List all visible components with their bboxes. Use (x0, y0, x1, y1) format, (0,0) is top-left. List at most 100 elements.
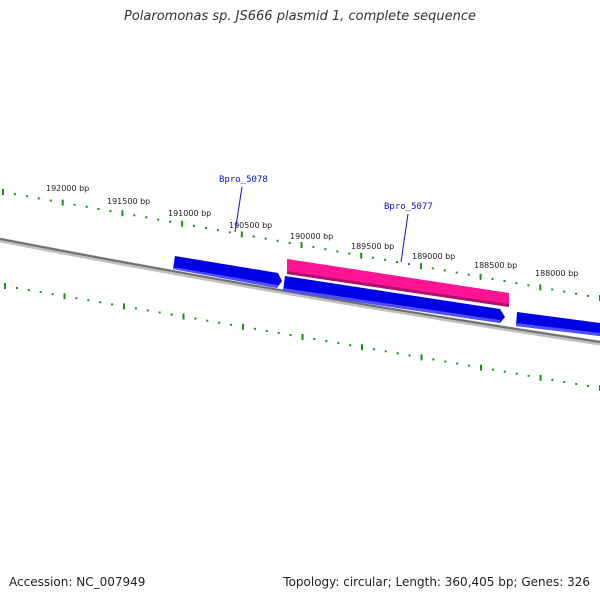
inner-ruler-major-tick (242, 323, 244, 330)
gene-label-bpro-5077[interactable]: Bpro_5077 (384, 202, 433, 212)
outer-ruler-minor-tick (527, 284, 530, 287)
outer-ruler-minor-tick (384, 258, 387, 261)
outer-ruler-minor-tick (109, 210, 112, 213)
inner-ruler-minor-tick (265, 329, 268, 332)
inner-ruler-major-tick (63, 293, 66, 300)
outer-ruler-minor-tick (85, 205, 88, 208)
outer-ruler-minor-tick (312, 246, 315, 249)
inner-ruler-minor-tick (75, 297, 78, 300)
gene-label-leader-bpro-5078 (234, 186, 243, 233)
outer-ruler-minor-tick (563, 290, 566, 293)
gene-feature-right-edge[interactable] (516, 312, 600, 336)
outer-ruler-minor-tick (73, 203, 76, 206)
outer-ruler-minor-tick (336, 250, 339, 253)
ruler-label-190500: 190500 bp (229, 221, 272, 230)
outer-ruler-minor-tick (157, 218, 160, 221)
ruler-label-191000: 191000 bp (168, 209, 211, 218)
outer-ruler-minor-tick (551, 288, 554, 291)
inner-ruler-minor-tick (15, 287, 18, 289)
outer-ruler-minor-tick (145, 216, 148, 219)
inner-ruler-minor-tick (384, 350, 387, 353)
inner-ruler-minor-tick (313, 338, 316, 340)
outer-ruler-minor-tick (169, 220, 172, 223)
gene-feature-right-edge-shade (516, 323, 600, 336)
outer-ruler-minor-tick (491, 277, 494, 280)
inner-ruler-minor-tick (158, 311, 161, 314)
ruler-label-189500: 189500 bp (351, 242, 394, 251)
inner-ruler-major-tick (539, 374, 542, 381)
inner-ruler-major-tick (182, 313, 185, 320)
outer-ruler-minor-tick (443, 269, 446, 272)
ruler-label-188500: 188500 bp (474, 261, 517, 270)
inner-ruler-minor-tick (27, 289, 30, 292)
outer-ruler-minor-tick (276, 239, 279, 242)
inner-ruler-minor-tick (337, 342, 340, 345)
inner-ruler-minor-tick (289, 334, 292, 336)
inner-ruler-minor-tick (230, 323, 233, 326)
outer-ruler-minor-tick (503, 280, 506, 282)
inner-ruler-minor-tick (277, 331, 280, 334)
inner-ruler-minor-tick (253, 327, 256, 330)
inner-ruler-minor-tick (456, 362, 459, 365)
ruler-label-192000: 192000 bp (46, 184, 89, 193)
gene-feature-bpro-5078[interactable] (173, 256, 282, 288)
outer-ruler-minor-tick (228, 231, 231, 234)
outer-ruler-minor-tick (193, 224, 195, 227)
outer-ruler-minor-tick (25, 195, 28, 198)
outer-ruler-minor-tick (455, 271, 458, 274)
inner-ruler-major-tick (420, 354, 423, 361)
outer-ruler-minor-tick (575, 292, 578, 295)
inner-ruler-minor-tick (87, 299, 90, 302)
topology-summary: Topology: circular; Length: 360,405 bp; … (283, 575, 590, 589)
outer-ruler-minor-tick (133, 214, 136, 217)
inner-ruler-minor-tick (551, 378, 554, 381)
outer-ruler-major-tick (300, 242, 303, 248)
outer-ruler-minor-tick (587, 294, 590, 297)
outer-ruler-minor-tick (205, 227, 207, 229)
inner-ruler-minor-tick (170, 313, 173, 316)
accession-text: Accession: NC_007949 (9, 575, 146, 589)
ruler-label-190000: 190000 bp (290, 232, 333, 241)
outer-ruler-minor-tick (431, 267, 434, 270)
outer-ruler-major-tick (419, 263, 422, 270)
outer-ruler-minor-tick (515, 282, 518, 285)
inner-ruler-minor-tick (503, 370, 506, 373)
outer-ruler-major-tick (181, 220, 184, 227)
inner-ruler-minor-tick (432, 358, 435, 361)
outer-ruler-major-tick (61, 199, 64, 206)
outer-ruler-minor-tick (216, 229, 219, 232)
ruler-label-191500: 191500 bp (107, 197, 150, 206)
inner-ruler-major-tick (361, 344, 363, 351)
inner-ruler-minor-tick (146, 309, 149, 312)
inner-ruler-major-tick (123, 303, 125, 310)
outer-ruler-major-tick (479, 273, 482, 280)
inner-ruler-major-tick (480, 364, 482, 371)
outer-ruler-minor-tick (264, 237, 267, 240)
inner-ruler-minor-tick (575, 382, 578, 385)
outer-ruler-minor-tick (97, 208, 100, 210)
gene-feature-reverse-shade (287, 271, 509, 307)
gene-feature-bpro-5077[interactable] (283, 276, 505, 323)
gene-label-bpro-5078[interactable]: Bpro_5078 (219, 175, 268, 185)
inner-ruler-minor-tick (325, 340, 328, 343)
outer-ruler-major-tick (2, 189, 4, 195)
inner-ruler-minor-tick (218, 321, 221, 324)
gene-label-leader-bpro-5077 (400, 213, 409, 263)
outer-ruler-minor-tick (408, 263, 410, 266)
inner-ruler-minor-tick (349, 344, 352, 347)
outer-ruler-minor-tick (37, 197, 40, 200)
outer-ruler-minor-tick (467, 273, 470, 276)
outer-ruler-minor-tick (396, 261, 398, 263)
gene-feature-reverse[interactable] (287, 259, 509, 307)
inner-tick-ruler (4, 283, 600, 391)
inner-ruler-minor-tick (587, 385, 590, 387)
ruler-label-189000: 189000 bp (412, 252, 455, 261)
outer-ruler-major-tick (539, 284, 542, 291)
outer-ruler-minor-tick (252, 235, 255, 238)
outer-ruler-minor-tick (372, 256, 375, 259)
outer-ruler-major-tick (121, 210, 124, 217)
inner-ruler-minor-tick (372, 348, 375, 351)
inner-ruler-minor-tick (51, 293, 54, 296)
inner-ruler-minor-tick (444, 360, 447, 363)
